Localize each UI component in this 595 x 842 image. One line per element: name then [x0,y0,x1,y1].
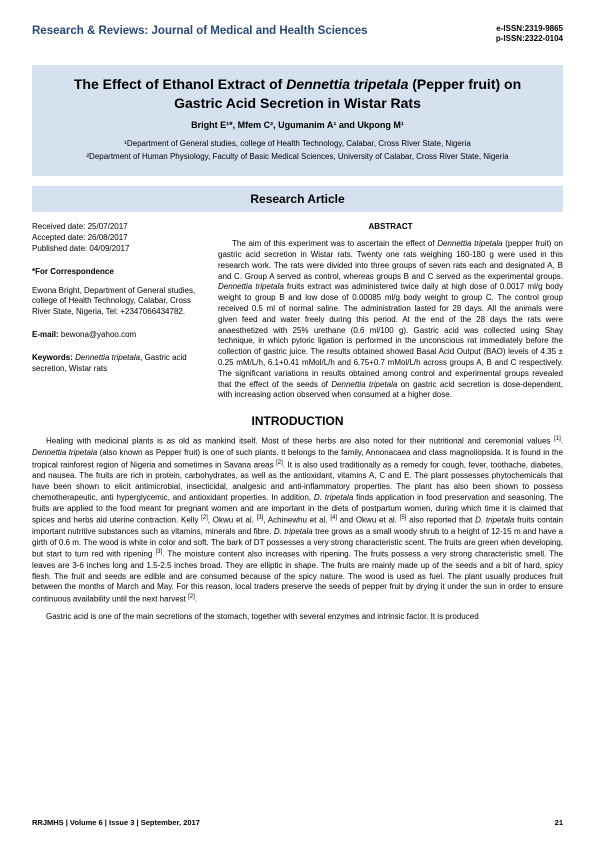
two-column-region: Received date: 25/07/2017 Accepted date:… [32,222,563,401]
abstract-paragraph: The aim of this experiment was to ascert… [218,239,563,401]
i-i2: D. tripetala [314,493,353,502]
keywords-block: Keywords: Dennettia tripetala, Gastric a… [32,353,200,375]
footer-page-number: 21 [555,818,563,828]
ref-8: [2] [188,594,195,600]
i-i1: Dennettia tripetala [32,448,97,457]
abs-a: The aim of this experiment was to ascert… [232,239,437,248]
email-value: bewona@yahoo.com [61,330,136,339]
accepted-date: Accepted date: 26/08/2017 [32,233,200,244]
paper-title: The Effect of Ethanol Extract of Dennett… [50,75,545,113]
affiliation-2: ²Department of Human Physiology, Faculty… [50,152,545,163]
research-article-bar: Research Article [32,186,563,212]
correspondence-label: *For Correspondence [32,267,200,278]
authors: Bright E¹*, Mfem C², Ugumanim A¹ and Ukp… [50,119,545,131]
page-footer: RRJMHS | Volume 6 | Issue 3 | September,… [32,818,563,828]
footer-left: RRJMHS | Volume 6 | Issue 3 | September,… [32,818,200,828]
intro-paragraph-1: Healing with medicinal plants is as old … [32,435,563,605]
introduction-body: Healing with medicinal plants is as old … [32,435,563,622]
i-g: , Achinewhu et al. [263,516,330,525]
title-italic: Dennettia tripetala [286,76,408,92]
issn-block: e-ISSN:2319-9865 p-ISSN:2322-0104 [496,24,563,45]
header-row: Research & Reviews: Journal of Medical a… [32,24,563,45]
published-date: Published date: 04/09/2017 [32,244,200,255]
i-h: and Okwu et al. [337,516,400,525]
keywords-label: Keywords: [32,353,73,362]
affiliation-1: ¹Department of General studies, college … [50,139,545,150]
keywords-italic: Dennettia tripetala [75,353,140,362]
correspondence-body: Ewona Bright, Department of General stud… [32,286,200,318]
i-ii: also reported that [406,516,475,525]
abs-i1: Dennettia tripetala [437,239,502,248]
dates-block: Received date: 25/07/2017 Accepted date:… [32,222,200,254]
received-date: Received date: 25/07/2017 [32,222,200,233]
journal-name: Research & Reviews: Journal of Medical a… [32,24,368,40]
ref-2: [2] [276,460,283,466]
e-issn: e-ISSN:2319-9865 [496,24,563,34]
intro-paragraph-2: Gastric acid is one of the main secretio… [32,612,563,623]
ref-5: [4] [330,515,337,521]
abs-c: fruits extract was administered twice da… [218,282,563,388]
email-label: E-mail: [32,330,59,339]
i-f: , Okwu et al. [208,516,257,525]
i-a: Healing with medicinal plants is as old … [46,437,554,446]
p-issn: p-ISSN:2322-0104 [496,34,563,44]
abstract-column: ABSTRACT The aim of this experiment was … [218,222,563,401]
i-i3: D. tripetala [475,516,514,525]
email-block: E-mail: bewona@yahoo.com [32,330,200,341]
correspondence-block: *For Correspondence Ewona Bright, Depart… [32,267,200,318]
title-block: The Effect of Ethanol Extract of Dennett… [32,65,563,177]
abstract-heading: ABSTRACT [218,222,563,233]
left-column: Received date: 25/07/2017 Accepted date:… [32,222,200,401]
title-pre: The Effect of Ethanol Extract of [74,76,286,92]
abs-i2: Dennettia tripetala [218,282,284,291]
i-b: . [561,437,563,446]
ref-1: [1] [554,436,561,442]
introduction-heading: INTRODUCTION [32,413,563,429]
ref-3: [2] [201,515,208,521]
i-i4: D. tripetala [274,527,313,536]
i-m: . [195,595,197,604]
abs-i3: Dennettia tripetala [331,380,397,389]
